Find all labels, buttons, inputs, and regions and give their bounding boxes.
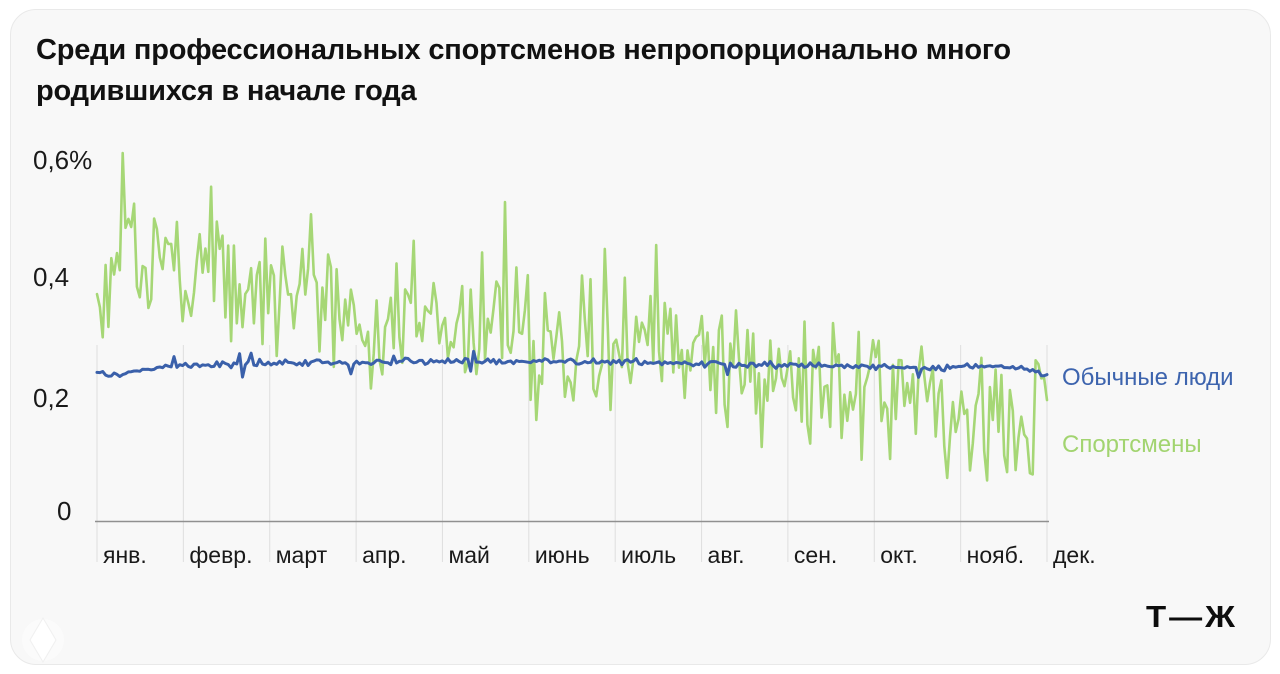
legend-athletes: Спортсмены bbox=[1062, 431, 1202, 458]
y-axis-tick-04: 0,4 bbox=[33, 262, 70, 292]
drop-watermark-icon bbox=[22, 617, 64, 663]
y-axis-tick-02: 0,2 bbox=[33, 383, 70, 413]
y-axis-tick-06: 0,6% bbox=[33, 145, 93, 175]
chart-title-line2: родившихся в начале года bbox=[36, 75, 417, 107]
legend-ordinary-people: Обычные люди bbox=[1062, 364, 1234, 391]
y-axis-tick-0: 0 bbox=[57, 496, 72, 526]
tzh-logo: Т—Ж bbox=[1146, 599, 1238, 634]
chart-title: Среди профессиональных спортсменов непро… bbox=[36, 30, 1251, 112]
chart-title-line1: Среди профессиональных спортсменов непро… bbox=[36, 34, 1011, 66]
